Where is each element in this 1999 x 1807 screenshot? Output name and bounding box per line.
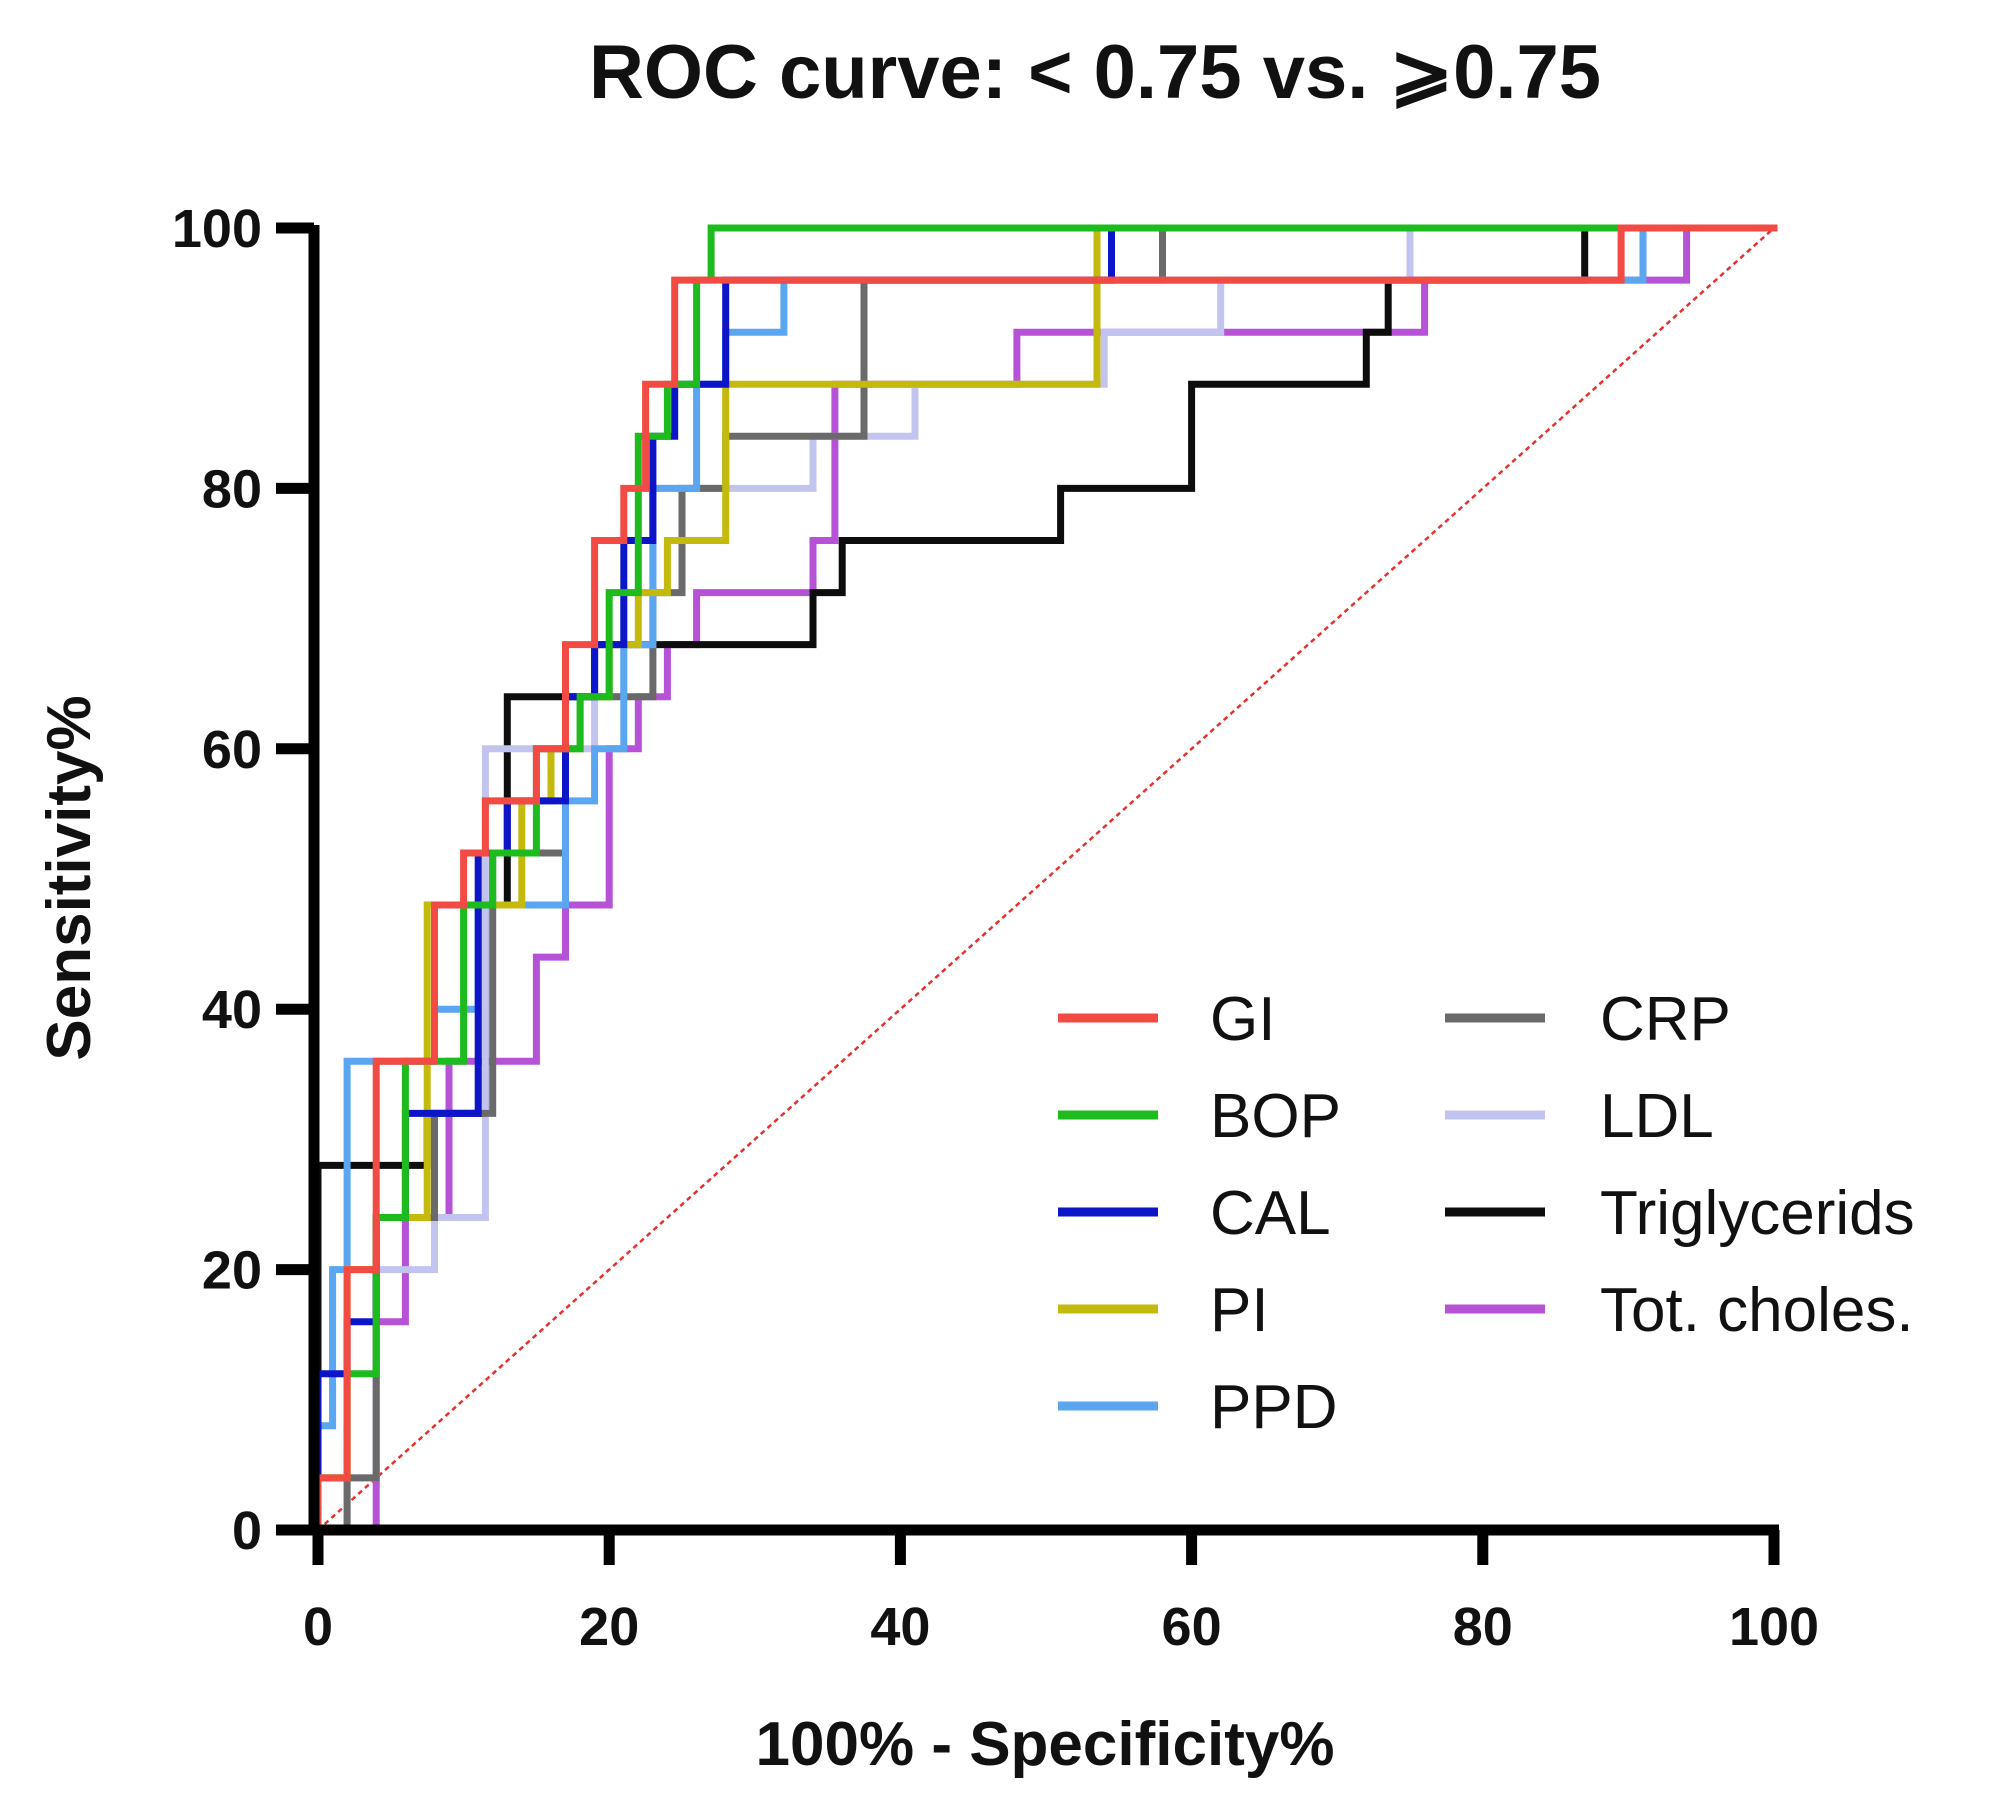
chart-title: ROC curve: < 0.75 vs. ⩾0.75: [589, 30, 1601, 115]
legend-item-triglycerids: Triglycerids: [1445, 1179, 1915, 1248]
legend-item-ldl: LDL: [1445, 1082, 1714, 1151]
legend-label: LDL: [1600, 1082, 1714, 1151]
y-tick-label: 0: [232, 1501, 262, 1561]
legend-item-cal: CAL: [1058, 1179, 1331, 1248]
axes: 0 20 40 60 80 100 0 20 40 60 80 100: [172, 199, 1819, 1657]
legend-item-tot-choles: Tot. choles.: [1445, 1276, 1914, 1345]
legend-label: PPD: [1210, 1373, 1337, 1442]
y-tick-label: 100: [172, 199, 262, 259]
x-tick-label: 20: [579, 1597, 639, 1657]
y-tick-label: 40: [202, 980, 262, 1040]
legend-label: GI: [1210, 985, 1275, 1054]
plot-area: [314, 224, 1778, 1534]
reference-diagonal-line: [317, 227, 1775, 1531]
x-tick-label: 40: [870, 1597, 930, 1657]
x-ticks: 0 20 40 60 80 100: [303, 1530, 1819, 1657]
y-tick-label: 80: [202, 459, 262, 519]
series-line-ppd: [314, 224, 1778, 1534]
x-axis-label: 100% - Specificity%: [756, 1710, 1335, 1779]
y-axis-label: Sensitivity%: [35, 695, 104, 1060]
legend-label: PI: [1210, 1276, 1269, 1345]
x-tick-label: 60: [1162, 1597, 1222, 1657]
x-tick-label: 100: [1729, 1597, 1819, 1657]
legend-item-bop: BOP: [1058, 1082, 1341, 1151]
legend-item-crp: CRP: [1445, 985, 1731, 1054]
legend: GI BOP CAL PI PPD CRP LDL Triglycerids Tot. chol…: [1058, 985, 1915, 1442]
y-tick-label: 20: [202, 1241, 262, 1301]
y-tick-label: 60: [202, 720, 262, 780]
legend-label: Triglycerids: [1600, 1179, 1915, 1248]
y-ticks: 0 20 40 60 80 100: [172, 199, 314, 1561]
legend-label: Tot. choles.: [1600, 1276, 1914, 1345]
x-tick-label: 80: [1453, 1597, 1513, 1657]
legend-label: BOP: [1210, 1082, 1341, 1151]
legend-label: CRP: [1600, 985, 1731, 1054]
x-tick-label: 0: [303, 1597, 333, 1657]
legend-label: CAL: [1210, 1179, 1331, 1248]
legend-item-pi: PI: [1058, 1276, 1269, 1345]
legend-item-gi: GI: [1058, 985, 1275, 1054]
legend-item-ppd: PPD: [1058, 1373, 1337, 1442]
series-line-gi: [314, 224, 1778, 1534]
